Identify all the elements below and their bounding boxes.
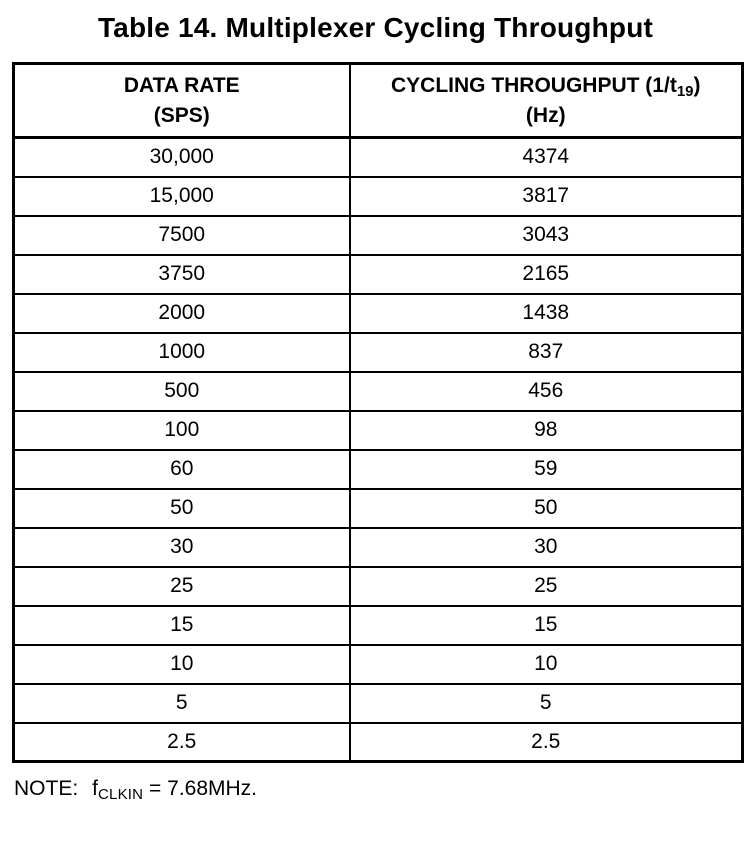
table-row: 10 10 — [12, 643, 744, 685]
data-rate-cell: 5 — [12, 682, 351, 724]
throughput-cell: 59 — [348, 448, 744, 490]
table-row: 50 50 — [12, 487, 744, 529]
table-body: 30,000 4374 15,000 3817 7500 3043 3750 2165 2000… — [12, 136, 744, 763]
throughput-cell: 25 — [348, 565, 744, 607]
header-row: DATA RATE (SPS) CYCLING THROUGHPUT (1/t1… — [12, 62, 744, 140]
throughput-cell: 837 — [348, 331, 744, 373]
table-row: 15,000 3817 — [12, 175, 744, 217]
throughput-cell: 3043 — [348, 214, 744, 256]
throughput-cell: 3817 — [348, 175, 744, 217]
table-row: 60 59 — [12, 448, 744, 490]
data-rate-cell: 2.5 — [12, 721, 351, 763]
table-row: 25 25 — [12, 565, 744, 607]
data-rate-cell: 60 — [12, 448, 351, 490]
data-rate-header-line1: DATA RATE — [123, 74, 240, 98]
throughput-cell: 5 — [348, 682, 744, 724]
table-row: 30,000 4374 — [12, 136, 744, 178]
throughput-cell: 1438 — [348, 292, 744, 334]
table-row: 500 456 — [12, 370, 744, 412]
data-rate-cell: 25 — [12, 565, 351, 607]
throughput-cell: 2165 — [348, 253, 744, 295]
t19-subscript: 19 — [676, 83, 694, 101]
data-rate-cell: 7500 — [12, 214, 351, 256]
data-rate-cell: 15 — [12, 604, 351, 646]
data-rate-header-unit: (SPS) — [153, 103, 210, 127]
cycling-throughput-header-line1: CYCLING THROUGHPUT (1/t19) — [390, 74, 701, 101]
cycling-throughput-header-unit: (Hz) — [525, 103, 566, 127]
data-rate-cell: 2000 — [12, 292, 351, 334]
throughput-cell: 50 — [348, 487, 744, 529]
table-row: 7500 3043 — [12, 214, 744, 256]
data-rate-cell: 1000 — [12, 331, 351, 373]
data-rate-cell: 30,000 — [12, 136, 351, 178]
table-row: 15 15 — [12, 604, 744, 646]
data-rate-cell: 10 — [12, 643, 351, 685]
table-title: Table 14. Multiplexer Cycling Throughput — [97, 12, 654, 43]
data-rate-cell: 15,000 — [12, 175, 351, 217]
throughput-cell: 4374 — [348, 136, 744, 178]
throughput-cell: 98 — [348, 409, 744, 451]
throughput-cell: 10 — [348, 643, 744, 685]
data-rate-cell: 30 — [12, 526, 351, 568]
data-rate-cell: 50 — [12, 487, 351, 529]
multiplexer-cycling-throughput-table: DATA RATE (SPS) CYCLING THROUGHPUT (1/t1… — [12, 62, 744, 764]
throughput-cell: 30 — [348, 526, 744, 568]
data-rate-cell: 3750 — [12, 253, 351, 295]
data-rate-cell: 100 — [12, 409, 351, 451]
table-row: 100 98 — [12, 409, 744, 451]
throughput-cell: 2.5 — [348, 721, 744, 763]
table-row: 1000 837 — [12, 331, 744, 373]
note-label: NOTE: — [14, 777, 79, 801]
throughput-cell: 15 — [348, 604, 744, 646]
col-header-data-rate: DATA RATE (SPS) — [12, 62, 351, 140]
table-row: 3750 2165 — [12, 253, 744, 295]
throughput-cell: 456 — [348, 370, 744, 412]
table-row: 2000 1438 — [12, 292, 744, 334]
footnote: NOTE: fCLKIN = 7.68MHz. — [14, 776, 751, 804]
fclkin-text: fCLKIN = 7.68MHz. — [92, 777, 258, 804]
table-row: 30 30 — [12, 526, 744, 568]
clkin-subscript: CLKIN — [98, 786, 144, 804]
data-rate-cell: 500 — [12, 370, 351, 412]
col-header-cycling-throughput: CYCLING THROUGHPUT (1/t19) (Hz) — [348, 62, 744, 140]
table-row: 2.5 2.5 — [12, 721, 744, 763]
